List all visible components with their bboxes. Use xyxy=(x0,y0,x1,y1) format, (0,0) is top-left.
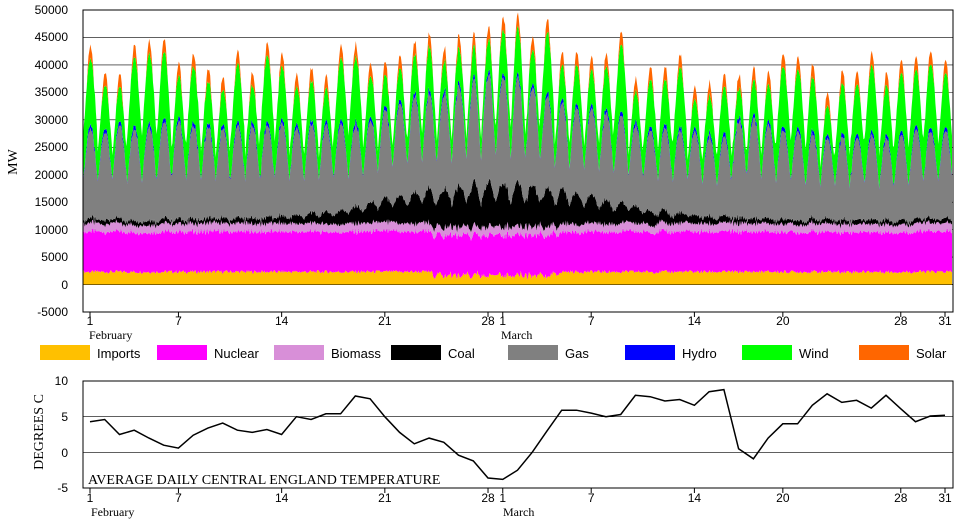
legend-swatch-biomass xyxy=(274,345,324,360)
legend-swatch-solar xyxy=(859,345,909,360)
top-x-tick-label: 28 xyxy=(894,314,908,328)
area-nuclear xyxy=(83,228,952,280)
area-wind xyxy=(83,25,952,189)
top-y-tick-label: 5000 xyxy=(41,250,68,264)
area-biomass xyxy=(83,219,952,241)
legend-label-coal: Coal xyxy=(448,346,475,361)
area-imports xyxy=(83,270,952,285)
legend-label-nuclear: Nuclear xyxy=(214,346,259,361)
bottom-x-tick-label: 14 xyxy=(275,491,289,505)
bottom-x-tick-label: 7 xyxy=(175,491,182,505)
legend-swatch-wind xyxy=(742,345,792,360)
top-plot-frame xyxy=(82,9,954,313)
legend-swatch-gas xyxy=(508,345,558,360)
top-x-tick-label: 20 xyxy=(776,314,790,328)
bottom-x-tick-label: 28 xyxy=(894,491,908,505)
bottom-x-tick-labels: 1 7 14 21 28 1 7 14 20 28 31 xyxy=(87,488,952,505)
legend-swatch-nuclear xyxy=(157,345,207,360)
bottom-x-tick-label: 20 xyxy=(776,491,790,505)
top-y-tick-label: -5000 xyxy=(37,305,68,319)
legend-swatch-coal xyxy=(391,345,441,360)
top-x-tick-label: 28 xyxy=(481,314,495,328)
bottom-x-tick-label: 14 xyxy=(688,491,702,505)
top-y-tick-label: 20000 xyxy=(35,168,69,182)
legend-label-biomass: Biomass xyxy=(331,346,381,361)
top-y-tick-label: 40000 xyxy=(35,58,69,72)
top-x-tick-label: 1 xyxy=(87,314,94,328)
top-y-tick-label: 25000 xyxy=(35,140,69,154)
area-gas xyxy=(83,73,952,226)
bottom-y-tick-label: 5 xyxy=(61,410,68,424)
top-x-tick-label: 21 xyxy=(378,314,392,328)
temperature-annotation: AVERAGE DAILY CENTRAL ENGLAND TEMPERATUR… xyxy=(88,473,440,488)
top-areas xyxy=(83,12,952,285)
top-month-label-february: February xyxy=(89,328,132,342)
top-x-tick-label: 31 xyxy=(938,314,952,328)
top-x-tick-label: 14 xyxy=(688,314,702,328)
temperature-line xyxy=(89,388,946,481)
legend-swatch-imports xyxy=(40,345,90,360)
bottom-x-tick-label: 1 xyxy=(87,491,94,505)
top-x-tick-label: 7 xyxy=(588,314,595,328)
top-x-tick-label: 14 xyxy=(275,314,289,328)
temperature-chart: 10 5 0 -5 DEGREES C AVERAGE DAILY CENTRA… xyxy=(32,374,954,519)
legend: Imports Nuclear Biomass Coal Gas Hydro Wind Sol… xyxy=(40,345,947,361)
top-y-axis-title: MW xyxy=(6,148,21,174)
top-y-tick-label: 0 xyxy=(61,278,68,292)
top-x-tick-label: 1 xyxy=(499,314,506,328)
legend-label-wind: Wind xyxy=(799,346,829,361)
bottom-y-tick-label: 0 xyxy=(61,446,68,460)
bottom-month-label-february: February xyxy=(91,505,134,519)
bottom-plot-frame xyxy=(82,380,954,489)
bottom-y-tick-label: 10 xyxy=(55,374,69,388)
legend-swatch-hydro xyxy=(625,345,675,360)
bottom-x-tick-label: 21 xyxy=(378,491,392,505)
bottom-y-axis-title: DEGREES C xyxy=(32,394,47,470)
legend-label-gas: Gas xyxy=(565,346,589,361)
bottom-month-label-march: March xyxy=(503,505,534,519)
top-y-tick-label: 15000 xyxy=(35,195,69,209)
bottom-x-tick-label: 28 xyxy=(481,491,495,505)
top-y-tick-label: 35000 xyxy=(35,85,69,99)
bottom-y-tick-label: -5 xyxy=(57,481,68,495)
legend-label-imports: Imports xyxy=(97,346,141,361)
area-coal xyxy=(83,178,952,233)
generation-chart: 50000 45000 40000 35000 30000 25000 2000… xyxy=(6,3,954,342)
top-y-tick-label: 45000 xyxy=(35,30,69,44)
bottom-x-tick-label: 7 xyxy=(588,491,595,505)
legend-label-solar: Solar xyxy=(916,346,947,361)
top-month-label-march: March xyxy=(501,328,532,342)
top-x-tick-label: 7 xyxy=(175,314,182,328)
top-y-tick-labels: 50000 45000 40000 35000 30000 25000 2000… xyxy=(35,3,69,319)
top-y-tick-label: 10000 xyxy=(35,223,69,237)
top-y-tick-label: 50000 xyxy=(35,3,69,17)
bottom-x-tick-label: 31 xyxy=(938,491,952,505)
top-y-tick-label: 30000 xyxy=(35,113,69,127)
legend-label-hydro: Hydro xyxy=(682,346,717,361)
bottom-y-tick-labels: 10 5 0 -5 xyxy=(55,374,69,495)
bottom-x-tick-label: 1 xyxy=(499,491,506,505)
top-x-tick-labels: 1 7 14 21 28 1 7 14 20 28 31 xyxy=(87,312,952,328)
